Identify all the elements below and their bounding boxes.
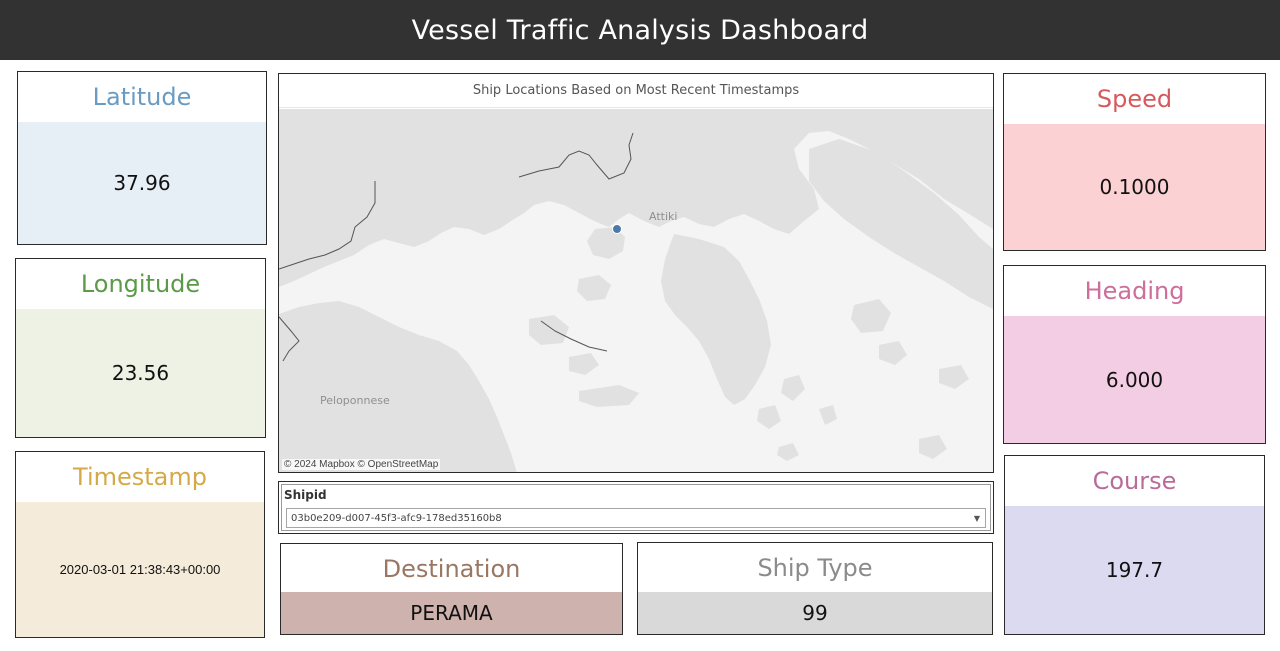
map-island-methana bbox=[529, 315, 569, 345]
timestamp-value: 2020-03-01 21:38:43+00:00 bbox=[16, 502, 264, 637]
speed-label: Speed bbox=[1096, 85, 1173, 113]
ship-type-value: 99 bbox=[638, 592, 992, 634]
latitude-label: Latitude bbox=[92, 83, 192, 111]
map-border-line-south bbox=[279, 316, 300, 362]
speed-value: 0.1000 bbox=[1004, 124, 1265, 250]
destination-card: Destination PERAMA bbox=[280, 543, 623, 635]
latitude-value: 37.96 bbox=[18, 122, 266, 244]
ship-type-card: Ship Type 99 bbox=[637, 542, 993, 635]
longitude-card: Longitude 23.56 bbox=[15, 258, 266, 438]
map-border-line bbox=[518, 132, 634, 180]
map-island-aegina bbox=[577, 275, 611, 301]
map-canvas[interactable] bbox=[279, 109, 993, 473]
map-title: Ship Locations Based on Most Recent Time… bbox=[279, 74, 993, 108]
map-island-andros bbox=[851, 299, 891, 333]
timestamp-card: Timestamp 2020-03-01 21:38:43+00:00 bbox=[15, 451, 265, 638]
ship-map[interactable]: Ship Locations Based on Most Recent Time… bbox=[278, 73, 994, 473]
course-value: 197.7 bbox=[1005, 506, 1264, 634]
speed-card: Speed 0.1000 bbox=[1003, 73, 1266, 251]
heading-value: 6.000 bbox=[1004, 316, 1265, 443]
map-attribution[interactable]: © 2024 Mapbox © OpenStreetMap bbox=[282, 459, 441, 470]
map-landmass-north bbox=[279, 109, 993, 287]
shipid-filter: Shipid 03b0e209-d007-45f3-afc9-178ed3516… bbox=[278, 481, 994, 534]
course-label: Course bbox=[1092, 467, 1177, 495]
map-island-hydra bbox=[579, 385, 639, 407]
map-island-syros bbox=[819, 405, 837, 425]
heading-card: Heading 6.000 bbox=[1003, 265, 1266, 444]
dashboard-title: Vessel Traffic Analysis Dashboard bbox=[411, 14, 869, 46]
map-label-peloponnese: Peloponnese bbox=[320, 394, 390, 407]
longitude-value: 23.56 bbox=[16, 309, 265, 437]
shipid-filter-inner: Shipid 03b0e209-d007-45f3-afc9-178ed3516… bbox=[281, 484, 991, 531]
destination-label: Destination bbox=[382, 555, 521, 583]
longitude-label: Longitude bbox=[80, 270, 201, 298]
map-label-attiki: Attiki bbox=[649, 210, 678, 223]
ship-location-marker bbox=[612, 224, 622, 234]
map-island-kea bbox=[781, 375, 805, 401]
map-island-serifos bbox=[777, 443, 799, 461]
map-border-line-west bbox=[279, 181, 376, 270]
shipid-selected-value: 03b0e209-d007-45f3-afc9-178ed35160b8 bbox=[291, 512, 502, 524]
course-card: Course 197.7 bbox=[1004, 455, 1265, 635]
timestamp-label: Timestamp bbox=[73, 463, 207, 491]
map-island-salamina bbox=[587, 227, 625, 259]
ship-type-label: Ship Type bbox=[757, 554, 873, 582]
dashboard-header: Vessel Traffic Analysis Dashboard bbox=[0, 0, 1280, 60]
map-border-line-corinth bbox=[540, 320, 608, 352]
map-island-euboea bbox=[809, 139, 993, 309]
chevron-down-icon[interactable]: ▼ bbox=[973, 513, 981, 523]
destination-value: PERAMA bbox=[281, 592, 622, 634]
map-island-mykonos bbox=[939, 365, 969, 389]
shipid-dropdown[interactable]: 03b0e209-d007-45f3-afc9-178ed35160b8 ▼ bbox=[286, 508, 986, 528]
map-landmass-peloponnese bbox=[279, 301, 517, 472]
map-island-tinos bbox=[879, 341, 907, 365]
map-landmass-attica bbox=[661, 234, 771, 405]
latitude-card: Latitude 37.96 bbox=[17, 71, 267, 245]
heading-label: Heading bbox=[1084, 277, 1185, 305]
map-island-paros bbox=[919, 435, 947, 459]
shipid-filter-label: Shipid bbox=[284, 488, 327, 502]
map-island-poros bbox=[569, 353, 599, 375]
map-island-kythnos bbox=[757, 405, 781, 429]
